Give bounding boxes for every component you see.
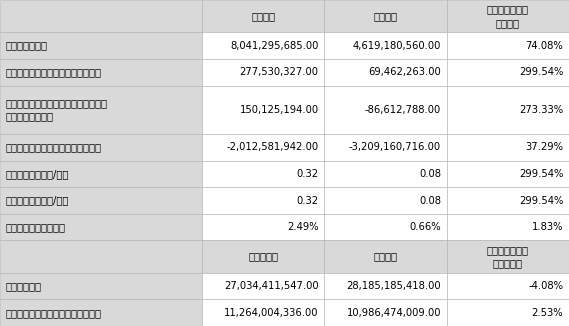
Bar (202, 214, 324, 241)
Bar (202, 273, 324, 299)
Text: 27,034,411,547.00: 27,034,411,547.00 (224, 281, 319, 291)
Text: 0.08: 0.08 (419, 196, 441, 206)
Bar (324, 299, 447, 326)
Text: 归属于上市公司股东的扣除非经常性损
益的净利润（元）: 归属于上市公司股东的扣除非经常性损 益的净利润（元） (6, 98, 108, 121)
Bar (324, 161, 447, 187)
Text: 299.54%: 299.54% (519, 169, 563, 179)
Bar (447, 187, 569, 214)
Bar (447, 85, 569, 134)
Text: 归属于上市公司股东的净资产（元）: 归属于上市公司股东的净资产（元） (6, 308, 102, 318)
Bar (202, 0, 324, 32)
Bar (202, 32, 324, 59)
Text: 299.54%: 299.54% (519, 196, 563, 206)
Text: 74.08%: 74.08% (526, 41, 563, 51)
Text: 总资产（元）: 总资产（元） (6, 281, 42, 291)
Bar (202, 85, 324, 134)
Text: 277,530,327.00: 277,530,327.00 (240, 67, 319, 77)
Text: 经营活动产生的现金流量净额（元）: 经营活动产生的现金流量净额（元） (6, 142, 102, 152)
Bar (324, 241, 447, 273)
Bar (0, 241, 202, 273)
Bar (447, 32, 569, 59)
Bar (202, 134, 324, 161)
Text: 10,986,474,009.00: 10,986,474,009.00 (347, 308, 441, 318)
Bar (202, 299, 324, 326)
Bar (0, 161, 202, 187)
Text: 0.66%: 0.66% (409, 222, 441, 232)
Bar (0, 59, 202, 85)
Bar (324, 214, 447, 241)
Text: 28,185,185,418.00: 28,185,185,418.00 (347, 281, 441, 291)
Bar (324, 187, 447, 214)
Text: 上年度末: 上年度末 (373, 252, 398, 262)
Bar (447, 299, 569, 326)
Text: 2.49%: 2.49% (287, 222, 319, 232)
Text: 稀释每股收益（元/股）: 稀释每股收益（元/股） (6, 196, 69, 206)
Bar (324, 134, 447, 161)
Bar (0, 85, 202, 134)
Text: 营业收入（元）: 营业收入（元） (6, 41, 48, 51)
Bar (0, 299, 202, 326)
Bar (202, 241, 324, 273)
Text: 69,462,263.00: 69,462,263.00 (368, 67, 441, 77)
Text: 299.54%: 299.54% (519, 67, 563, 77)
Text: -86,612,788.00: -86,612,788.00 (365, 105, 441, 115)
Bar (447, 134, 569, 161)
Text: 本报告期末: 本报告期末 (248, 252, 278, 262)
Bar (0, 273, 202, 299)
Text: 基本每股收益（元/股）: 基本每股收益（元/股） (6, 169, 69, 179)
Bar (324, 85, 447, 134)
Bar (447, 273, 569, 299)
Text: 273.33%: 273.33% (519, 105, 563, 115)
Bar (447, 161, 569, 187)
Text: 归属于上市公司股东的净利润（元）: 归属于上市公司股东的净利润（元） (6, 67, 102, 77)
Text: 1.83%: 1.83% (532, 222, 563, 232)
Text: 上年同期: 上年同期 (373, 11, 398, 21)
Bar (0, 134, 202, 161)
Bar (202, 161, 324, 187)
Bar (447, 214, 569, 241)
Bar (447, 0, 569, 32)
Text: 本报告期末比上
年度末增减: 本报告期末比上 年度末增减 (487, 245, 529, 268)
Text: 4,619,180,560.00: 4,619,180,560.00 (353, 41, 441, 51)
Text: 加权平均净资产收益率: 加权平均净资产收益率 (6, 222, 65, 232)
Bar (324, 32, 447, 59)
Text: 8,041,295,685.00: 8,041,295,685.00 (230, 41, 319, 51)
Bar (324, 0, 447, 32)
Bar (447, 59, 569, 85)
Text: 本报告期比上年
同期增减: 本报告期比上年 同期增减 (487, 5, 529, 28)
Bar (324, 273, 447, 299)
Bar (0, 214, 202, 241)
Text: 0.08: 0.08 (419, 169, 441, 179)
Bar (0, 187, 202, 214)
Text: 本报告期: 本报告期 (251, 11, 275, 21)
Text: 150,125,194.00: 150,125,194.00 (240, 105, 319, 115)
Text: -4.08%: -4.08% (528, 281, 563, 291)
Text: 2.53%: 2.53% (531, 308, 563, 318)
Text: 0.32: 0.32 (296, 169, 319, 179)
Text: 11,264,004,336.00: 11,264,004,336.00 (224, 308, 319, 318)
Bar (0, 0, 202, 32)
Bar (0, 32, 202, 59)
Text: -2,012,581,942.00: -2,012,581,942.00 (226, 142, 319, 152)
Bar (324, 59, 447, 85)
Text: 37.29%: 37.29% (525, 142, 563, 152)
Bar (447, 241, 569, 273)
Text: -3,209,160,716.00: -3,209,160,716.00 (349, 142, 441, 152)
Text: 0.32: 0.32 (296, 196, 319, 206)
Bar (202, 187, 324, 214)
Bar (202, 59, 324, 85)
